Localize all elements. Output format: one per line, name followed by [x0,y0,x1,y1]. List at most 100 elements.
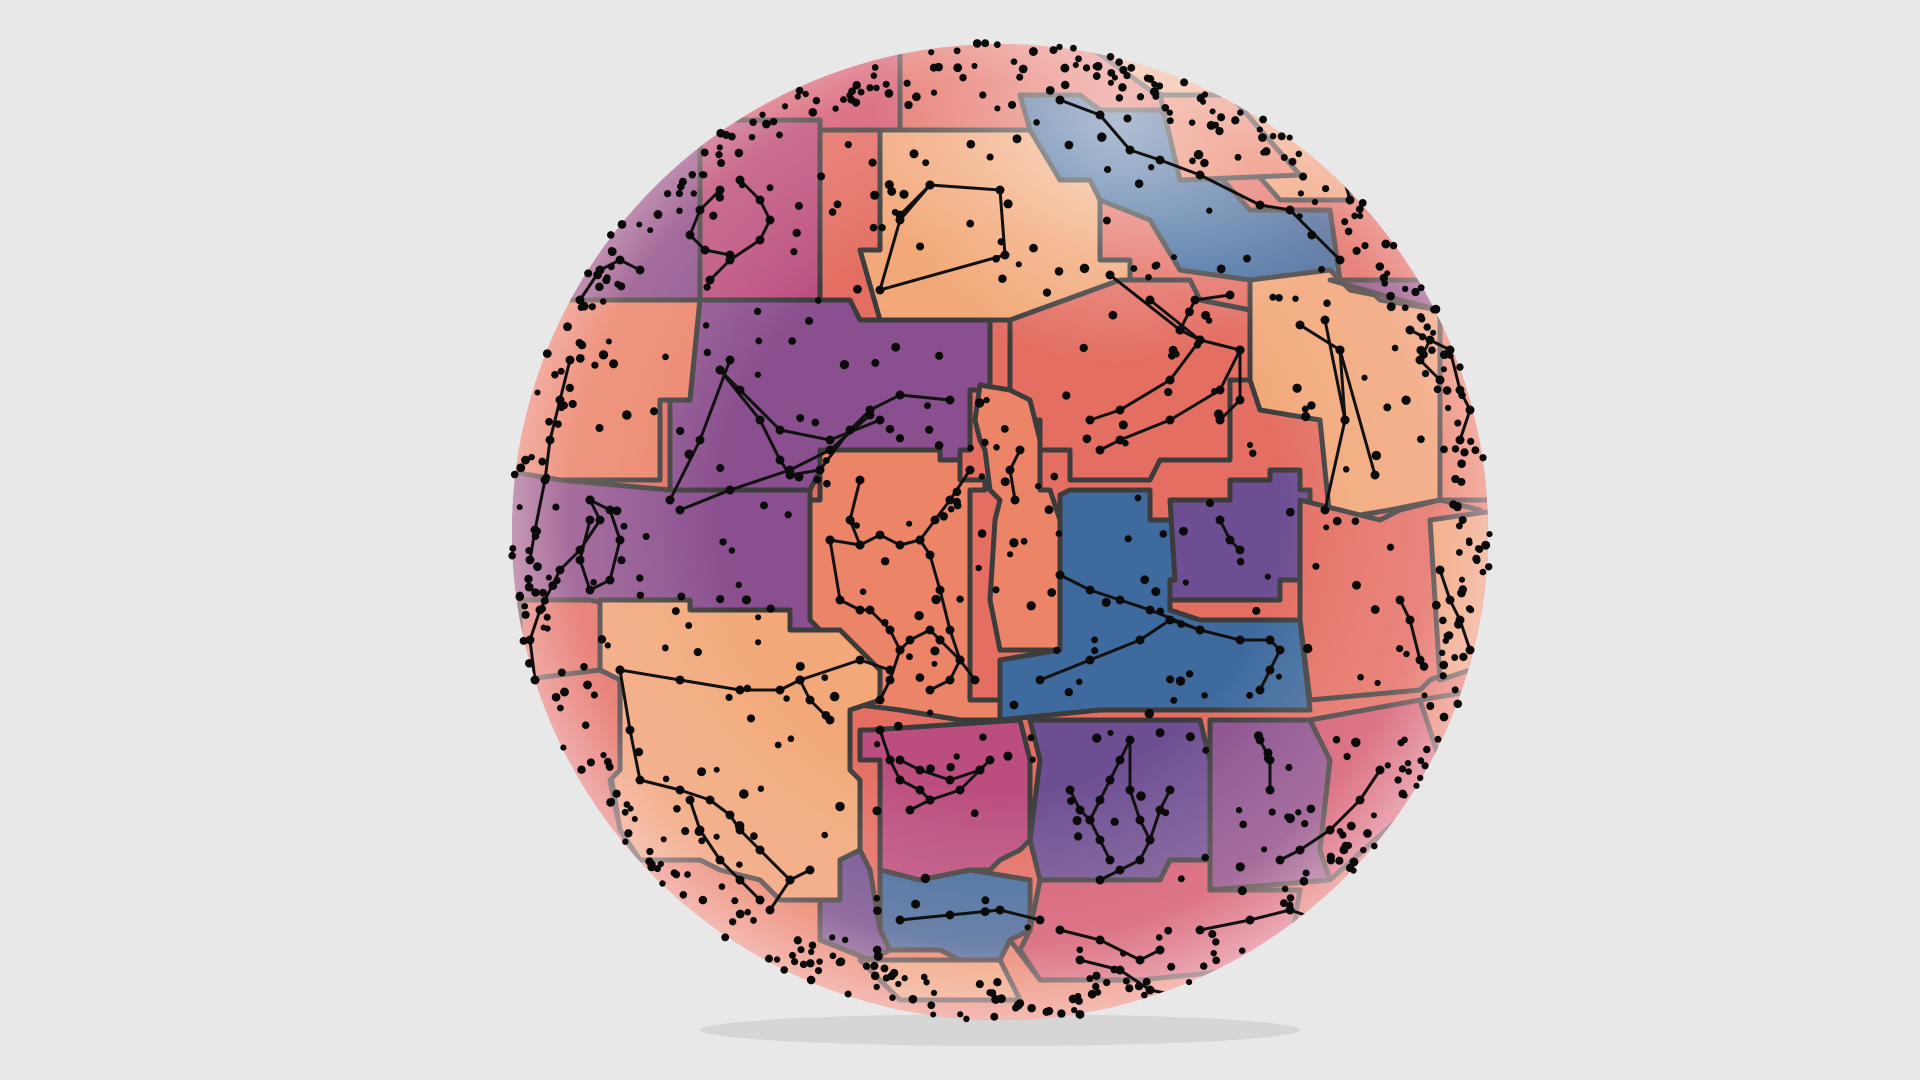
star-dot [1370,605,1380,614]
star-dot [1449,500,1458,509]
star-dot [1175,676,1186,686]
star-dot [1000,424,1009,433]
star-dot [1013,1000,1023,1010]
star-dot [1307,230,1317,240]
star-dot [575,338,584,347]
star-dot [1301,820,1309,828]
star-dot [1055,95,1065,105]
star-dot [1455,615,1465,625]
sphere-gloss [512,44,1488,1020]
star-dot [1323,524,1330,531]
star-dot [1405,768,1412,775]
star-dot [597,635,607,644]
star-dot [1435,565,1445,575]
star-dot [766,184,774,192]
star-dot [725,355,735,365]
star-dot [617,282,626,291]
star-dot [735,875,745,885]
star-dot [1440,445,1448,454]
star-dot [844,990,852,998]
star-dot [934,62,943,72]
star-dot [1395,644,1404,653]
star-dot [975,980,984,989]
star-dot [662,353,669,361]
star-dot [769,117,778,126]
star-dot [1295,809,1302,816]
star-dot [1402,285,1409,293]
star-dot [528,453,535,461]
star-dot [1184,307,1194,317]
star-dot [1136,93,1145,101]
star-dot [1153,91,1160,98]
star-dot [925,685,935,695]
star-dot [880,557,890,566]
star-dot [1292,383,1302,393]
star-dot [531,588,540,597]
star-dot [1451,474,1460,484]
star-dot [1115,595,1125,605]
star-dot [1201,692,1208,699]
star-dot [1375,262,1385,271]
star-dot [875,415,885,425]
star-dot [1055,925,1065,935]
star-dot [1153,261,1161,269]
star-dot [685,795,695,805]
star-dot [609,359,619,369]
star-dot [1085,655,1095,665]
star-dot [545,435,555,445]
star-dot [1370,842,1378,850]
star-dot [788,337,797,345]
star-dot [1073,832,1083,841]
star-dot [955,655,965,665]
star-dot [516,463,526,473]
star-dot [1095,445,1105,455]
star-dot [555,395,565,405]
star-dot [934,441,944,450]
star-dot [1286,134,1293,141]
star-dot [873,983,880,991]
star-dot [930,515,940,525]
star-dot [556,704,564,712]
star-dot [855,605,865,615]
star-dot [794,201,803,210]
star-dot [560,744,567,751]
star-dot [1398,789,1407,799]
star-dot [1345,195,1355,205]
star-dot [1047,588,1057,597]
star-dot [1277,132,1286,141]
star-dot [673,804,681,813]
star-dot [662,775,670,783]
star-dot [1182,579,1189,586]
star-dot [882,974,891,982]
star-dot [935,585,945,595]
star-dot [663,190,672,198]
star-dot [1346,821,1356,831]
star-dot [870,190,880,200]
star-dot [975,765,985,775]
star-dot [1155,934,1163,941]
star-dot [725,810,735,820]
star-dot [1405,325,1415,335]
star-dot [1042,1007,1051,1016]
star-dot [1212,956,1221,965]
star-dot [1363,829,1372,838]
star-dot [1457,459,1466,469]
star-dot [1413,782,1420,789]
star-dot [781,103,789,110]
star-dot [595,515,605,525]
star-dot [1475,545,1484,553]
star-dot [787,735,795,743]
star-dot [659,880,666,887]
star-dot [1265,635,1275,645]
star-dot [1236,557,1245,566]
star-dot [1238,947,1246,954]
star-dot [675,675,685,685]
star-dot [792,228,801,238]
star-dot [1123,71,1131,80]
star-dot [1391,344,1399,352]
star-dot [806,959,815,968]
star-dot [675,505,685,515]
star-dot [1064,140,1074,150]
star-dot [1445,345,1455,355]
star-dot [1190,295,1200,305]
